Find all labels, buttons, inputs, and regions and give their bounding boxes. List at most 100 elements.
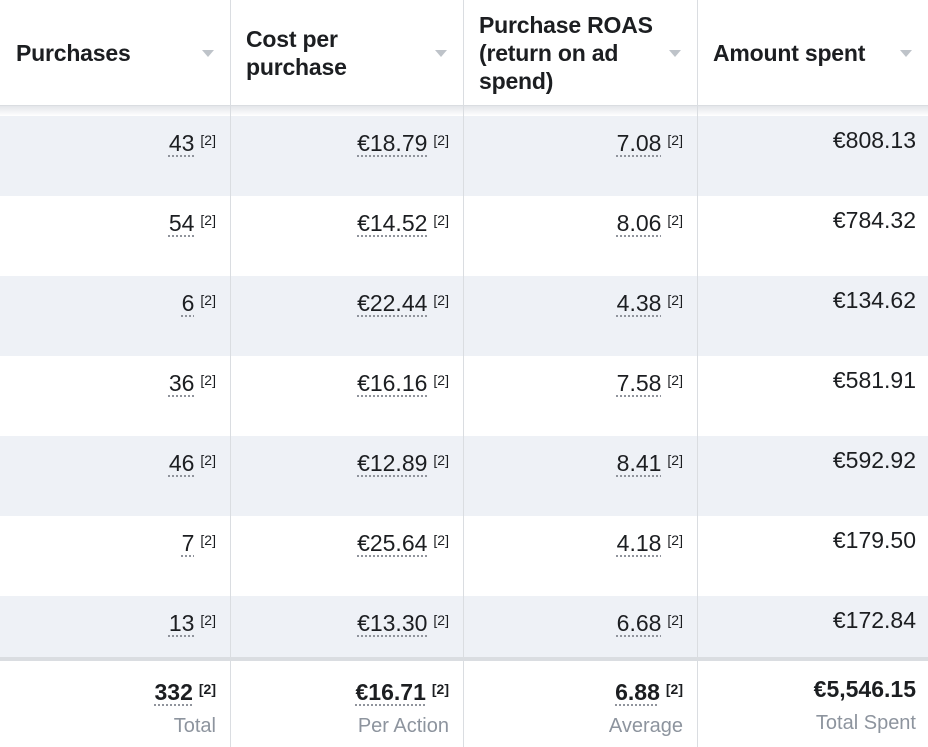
purchases-value[interactable]: 43 xyxy=(168,130,195,156)
roas-value[interactable]: 6.68 xyxy=(616,610,662,636)
footnote-marker: [2] xyxy=(200,212,216,228)
total-amount-spent: €5,546.15 Total Spent xyxy=(697,661,928,747)
roas-value[interactable]: 4.18 xyxy=(616,530,662,556)
cell-cost-per-purchase: €16.16 [2] xyxy=(230,356,463,436)
table-row: 7 [2] €25.64 [2] 4.18 [2] €179.50 xyxy=(0,516,928,596)
cost-value[interactable]: €12.89 xyxy=(357,450,428,476)
total-spent-label: Total Spent xyxy=(815,712,916,734)
column-header-purchases[interactable]: Purchases xyxy=(0,0,230,106)
footnote-marker: [2] xyxy=(667,372,683,388)
table-row: 36 [2] €16.16 [2] 7.58 [2] €581.91 xyxy=(0,356,928,436)
column-header-purchase-roas[interactable]: Purchase ROAS (return on ad spend) xyxy=(463,0,697,106)
roas-value[interactable]: 8.41 xyxy=(616,450,662,476)
footnote-marker: [2] xyxy=(667,612,683,628)
footnote-marker: [2] xyxy=(667,292,683,308)
column-header-label: Purchase ROAS (return on ad spend) xyxy=(479,12,653,94)
footnote-marker: [2] xyxy=(200,292,216,308)
cell-amount-spent: €592.92 xyxy=(697,436,928,516)
cell-roas: 7.08 [2] xyxy=(463,116,697,196)
total-roas-value[interactable]: 6.88 xyxy=(615,679,660,705)
footnote-marker: [2] xyxy=(200,452,216,468)
cell-amount-spent: €808.13 xyxy=(697,116,928,196)
total-spent-value: €5,546.15 xyxy=(813,676,916,702)
cell-roas: 6.68 [2] xyxy=(463,596,697,676)
total-cost-row: €16.71 [2] xyxy=(230,661,449,706)
cell-cost-per-purchase: €13.30 [2] xyxy=(230,596,463,676)
cost-value[interactable]: €16.16 xyxy=(357,370,428,396)
roas-value[interactable]: 7.58 xyxy=(616,370,662,396)
cell-purchases: 54 [2] xyxy=(0,196,230,276)
column-header-cost-per-purchase[interactable]: Cost per purchase xyxy=(230,0,463,106)
footnote-marker: [2] xyxy=(433,532,449,548)
total-roas: 6.88 [2] Average xyxy=(463,661,697,747)
column-divider[interactable] xyxy=(230,0,231,747)
purchases-value[interactable]: 13 xyxy=(168,610,195,636)
footnote-marker: [2] xyxy=(433,292,449,308)
purchases-value[interactable]: 46 xyxy=(168,450,195,476)
spent-value: €134.62 xyxy=(832,287,916,313)
column-divider[interactable] xyxy=(697,0,698,747)
spent-value: €172.84 xyxy=(832,607,916,633)
footnote-marker: [2] xyxy=(198,681,216,697)
purchases-value[interactable]: 54 xyxy=(168,210,195,236)
cost-value[interactable]: €25.64 xyxy=(357,530,428,556)
total-roas-label: Average xyxy=(608,715,683,737)
total-cost-label: Per Action xyxy=(357,715,449,737)
total-roas-row: 6.88 [2] xyxy=(463,661,683,706)
cell-purchases: 43 [2] xyxy=(0,116,230,196)
footnote-marker: [2] xyxy=(200,612,216,628)
cell-purchases: 13 [2] xyxy=(0,596,230,676)
footnote-marker: [2] xyxy=(667,212,683,228)
footnote-marker: [2] xyxy=(433,372,449,388)
sort-chevron-down-icon[interactable] xyxy=(900,50,912,57)
cell-cost-per-purchase: €12.89 [2] xyxy=(230,436,463,516)
header-shadow xyxy=(0,106,928,116)
table-body: 43 [2] €18.79 [2] 7.08 [2] €808.13 54 [2] €1… xyxy=(0,116,928,676)
cell-amount-spent: €172.84 xyxy=(697,596,928,676)
cost-value[interactable]: €13.30 xyxy=(357,610,428,636)
column-divider[interactable] xyxy=(463,0,464,747)
footnote-marker: [2] xyxy=(200,132,216,148)
cell-roas: 7.58 [2] xyxy=(463,356,697,436)
footnote-marker: [2] xyxy=(667,452,683,468)
purchases-value[interactable]: 36 xyxy=(168,370,195,396)
footnote-marker: [2] xyxy=(433,452,449,468)
footnote-marker: [2] xyxy=(433,132,449,148)
cell-cost-per-purchase: €18.79 [2] xyxy=(230,116,463,196)
spent-value: €592.92 xyxy=(832,447,916,473)
footnote-marker: [2] xyxy=(433,612,449,628)
total-cost-per-purchase: €16.71 [2] Per Action xyxy=(230,661,463,747)
cell-roas: 4.38 [2] xyxy=(463,276,697,356)
footnote-marker: [2] xyxy=(667,532,683,548)
spent-value: €581.91 xyxy=(832,367,916,393)
cell-amount-spent: €581.91 xyxy=(697,356,928,436)
total-cost-value[interactable]: €16.71 xyxy=(355,679,426,705)
roas-value[interactable]: 8.06 xyxy=(616,210,662,236)
cell-amount-spent: €784.32 xyxy=(697,196,928,276)
cell-amount-spent: €134.62 xyxy=(697,276,928,356)
table-row: 54 [2] €14.52 [2] 8.06 [2] €784.32 xyxy=(0,196,928,276)
cell-roas: 8.06 [2] xyxy=(463,196,697,276)
purchases-value[interactable]: 7 xyxy=(181,530,195,556)
cell-roas: 4.18 [2] xyxy=(463,516,697,596)
cell-purchases: 7 [2] xyxy=(0,516,230,596)
spent-value: €179.50 xyxy=(832,527,916,553)
cell-cost-per-purchase: €22.44 [2] xyxy=(230,276,463,356)
total-spent-row: €5,546.15 xyxy=(697,661,916,703)
roas-value[interactable]: 4.38 xyxy=(616,290,662,316)
cost-value[interactable]: €14.52 xyxy=(357,210,428,236)
column-header-amount-spent[interactable]: Amount spent xyxy=(697,0,928,106)
spent-value: €784.32 xyxy=(832,207,916,233)
roas-value[interactable]: 7.08 xyxy=(616,130,662,156)
cost-value[interactable]: €22.44 xyxy=(357,290,428,316)
total-purchases-value[interactable]: 332 xyxy=(154,679,193,705)
purchases-value[interactable]: 6 xyxy=(181,290,195,316)
spent-value: €808.13 xyxy=(832,127,916,153)
sort-chevron-down-icon[interactable] xyxy=(669,50,681,57)
footnote-marker: [2] xyxy=(433,212,449,228)
sort-chevron-down-icon[interactable] xyxy=(202,50,214,57)
footnote-marker: [2] xyxy=(200,372,216,388)
cell-roas: 8.41 [2] xyxy=(463,436,697,516)
sort-chevron-down-icon[interactable] xyxy=(435,50,447,57)
cost-value[interactable]: €18.79 xyxy=(357,130,428,156)
